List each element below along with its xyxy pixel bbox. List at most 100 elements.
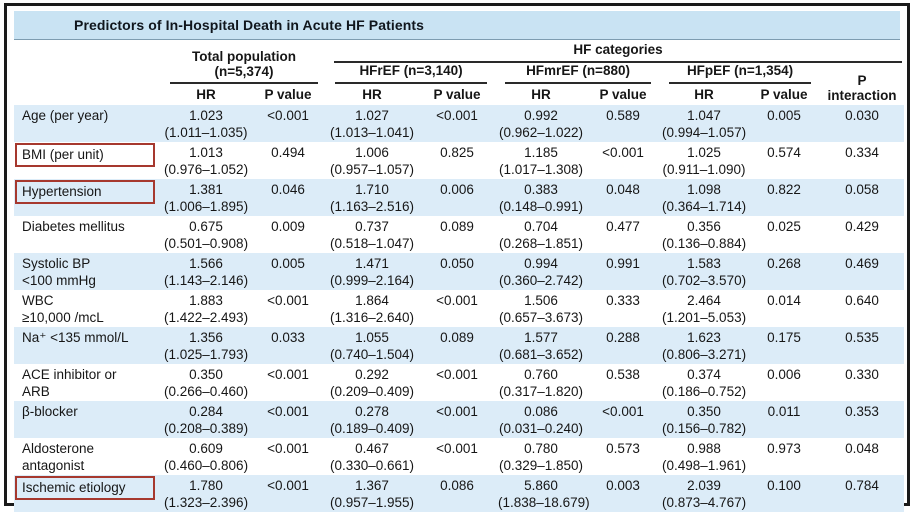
hfmref-hr-cell: 0.760 (0.317–1.820) xyxy=(496,364,586,401)
hfref-hr-cell: 0.737 (0.518–1.047) xyxy=(326,216,418,253)
row-label-line1: Diabetes mellitus xyxy=(22,219,125,234)
total-population-line2: (n=5,374) xyxy=(214,64,274,79)
row-label-line2: ARB xyxy=(22,384,50,399)
total-pvalue-cell: <0.001 xyxy=(267,441,309,456)
hr-ci: (1.838–18.679) xyxy=(498,495,590,510)
hr-ci: (0.806–3.271) xyxy=(662,347,747,362)
hr-value: 0.086 xyxy=(524,404,558,419)
hr-ci: (0.498–1.961) xyxy=(662,458,747,473)
row-label-line1: Na⁺ <135 mmol/L xyxy=(22,330,129,345)
table-body: Age (per year) 1.023 (1.011–1.035) <0.00… xyxy=(14,105,905,512)
total-pvalue-cell: <0.001 xyxy=(267,478,309,493)
hfpef-pvalue-cell: 0.014 xyxy=(767,293,801,308)
hfref-hr-header: HR xyxy=(362,87,382,102)
hr-value: 0.992 xyxy=(524,108,558,123)
hfref-hr-cell: 1.006 (0.957–1.057) xyxy=(326,142,418,179)
table-frame: Predictors of In-Hospital Death in Acute… xyxy=(4,3,910,512)
hr-ci: (0.976–1.052) xyxy=(164,162,249,177)
hfpef-pvalue-cell: 0.025 xyxy=(767,219,801,234)
hfpef-pvalue-cell: 0.006 xyxy=(767,367,801,382)
hfmref-hr-cell: 0.780 (0.329–1.850) xyxy=(496,438,586,475)
hr-ci: (0.962–1.022) xyxy=(498,125,584,140)
hr-ci: (0.702–3.570) xyxy=(662,273,747,288)
hr-ci: (1.422–2.493) xyxy=(164,310,249,325)
hfpef-hr-cell: 0.350 (0.156–0.782) xyxy=(660,401,748,438)
total-hr-header: HR xyxy=(196,87,216,102)
hf-categories-header: HF categories xyxy=(326,42,904,63)
hr-value: 1.098 xyxy=(687,182,721,197)
hfmref-hr-cell: 1.185 (1.017–1.308) xyxy=(496,142,586,179)
row-label-line1: Systolic BP xyxy=(22,256,91,271)
table-header: Total population (n=5,374) HF categories… xyxy=(14,42,904,105)
hr-ci: (0.460–0.806) xyxy=(164,458,249,473)
predictor-label-cell: Diabetes mellitus xyxy=(14,216,162,253)
row-label: β-blocker xyxy=(22,403,78,420)
total-pvalue-header: P value xyxy=(264,87,312,102)
hr-value: 0.278 xyxy=(355,404,389,419)
hr-ci: (1.163–2.516) xyxy=(329,199,415,214)
hfmref-hr-cell: 0.994 (0.360–2.742) xyxy=(496,253,586,290)
hr-value: 0.350 xyxy=(189,367,223,382)
hfref-hr-cell: 1.710 (1.163–2.516) xyxy=(326,179,418,216)
hr-value: 0.994 xyxy=(524,256,558,271)
hr-value: 0.675 xyxy=(189,219,223,234)
table-row: Na⁺ <135 mmol/L 1.356 (1.025–1.793) 0.03… xyxy=(14,327,905,364)
hr-ci: (0.268–1.851) xyxy=(498,236,584,251)
hr-ci: (0.740–1.504) xyxy=(329,347,415,362)
p-interaction-cell: 0.640 xyxy=(845,293,879,308)
table-title-text: Predictors of In-Hospital Death in Acute… xyxy=(74,17,425,33)
hfref-hr-cell: 1.055 (0.740–1.504) xyxy=(326,327,418,364)
hfpef-hr-cell: 0.988 (0.498–1.961) xyxy=(660,438,748,475)
predictor-label-cell: WBC ≥10,000 /mcL xyxy=(14,290,162,327)
hr-ci: (0.189–0.409) xyxy=(329,421,415,436)
hr-ci: (1.323–2.396) xyxy=(164,495,249,510)
hfpef-hr-cell: 1.047 (0.994–1.057) xyxy=(660,105,748,142)
hfpef-hr-cell: 0.356 (0.136–0.884) xyxy=(660,216,748,253)
hr-ci: (0.330–0.661) xyxy=(329,458,415,473)
hr-ci: (1.201–5.053) xyxy=(662,310,747,325)
hr-value: 0.609 xyxy=(189,441,223,456)
row-label: Diabetes mellitus xyxy=(22,218,125,235)
row-label: Aldosterone antagonist xyxy=(22,440,94,474)
hr-ci: (0.329–1.850) xyxy=(498,458,584,473)
label-column-header xyxy=(14,42,162,105)
p-interaction-header: P interaction xyxy=(820,63,904,105)
total-hr-cell: 1.013 (0.976–1.052) xyxy=(162,142,250,179)
total-hr-cell: 1.883 (1.422–2.493) xyxy=(162,290,250,327)
row-label-line1: β-blocker xyxy=(22,404,78,419)
hfpef-pvalue-cell: 0.005 xyxy=(767,108,801,123)
total-population-header: Total population (n=5,374) xyxy=(162,42,326,84)
row-label-line1: Hypertension xyxy=(22,184,102,199)
table-row: ACE inhibitor or ARB 0.350 (0.266–0.460)… xyxy=(14,364,904,401)
hr-ci: (1.025–1.793) xyxy=(164,347,249,362)
total-hr-cell: 1.381 (1.006–1.895) xyxy=(162,179,250,216)
hr-value: 0.374 xyxy=(687,367,721,382)
row-label: ACE inhibitor or ARB xyxy=(22,366,117,400)
hr-value: 1.185 xyxy=(524,145,558,160)
hr-ci: (0.266–0.460) xyxy=(164,384,249,399)
hfref-hr-cell: 1.471 (0.999–2.164) xyxy=(326,253,418,290)
hr-ci: (0.156–0.782) xyxy=(662,421,747,436)
hr-ci: (1.006–1.895) xyxy=(164,199,249,214)
row-label-line1: Age (per year) xyxy=(22,108,109,123)
hr-ci: (0.994–1.057) xyxy=(662,125,747,140)
hfpef-pvalue-cell: 0.011 xyxy=(767,404,801,419)
total-pvalue-cell: <0.001 xyxy=(267,404,309,419)
table-row: BMI (per unit) 1.013 (0.976–1.052) 0.494… xyxy=(14,142,904,179)
hfmref-pvalue-cell: 0.048 xyxy=(606,182,640,197)
table-row: β-blocker 0.284 (0.208–0.389) <0.001 0.2… xyxy=(14,401,905,438)
hr-value: 1.047 xyxy=(687,108,721,123)
hfpef-hr-cell: 1.025 (0.911–1.090) xyxy=(660,142,748,179)
hr-ci: (1.013–1.041) xyxy=(329,125,415,140)
hr-ci: (0.208–0.389) xyxy=(164,421,249,436)
hr-value: 0.780 xyxy=(524,441,558,456)
hfref-pvalue-cell: <0.001 xyxy=(436,108,478,123)
hr-value: 1.023 xyxy=(189,108,223,123)
row-label-line1: Aldosterone xyxy=(22,441,95,456)
hr-ci: (0.360–2.742) xyxy=(498,273,584,288)
hfref-hr-cell: 0.278 (0.189–0.409) xyxy=(326,401,418,438)
hfmref-pvalue-cell: <0.001 xyxy=(602,404,644,419)
hfmref-hr-header: HR xyxy=(531,87,551,102)
predictor-label-cell: ACE inhibitor or ARB xyxy=(14,364,162,401)
hfpef-pvalue-cell: 0.973 xyxy=(767,441,801,456)
